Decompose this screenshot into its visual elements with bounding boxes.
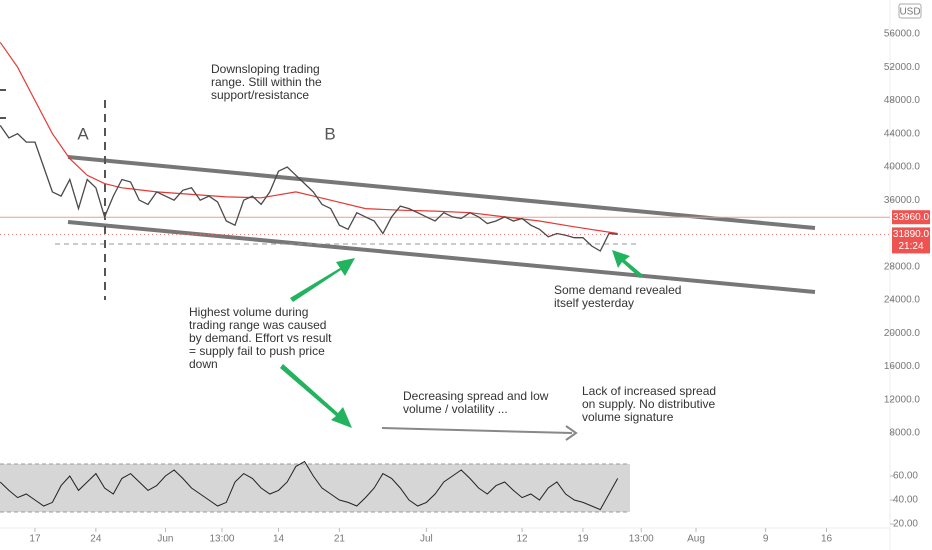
x-tick-label: Jun	[157, 534, 173, 545]
y-tick-label: 48000.0	[884, 95, 921, 106]
moving-average	[0, 41, 618, 235]
annotation: down	[189, 357, 218, 371]
y-tick-label: 12000.0	[884, 394, 921, 405]
currency-box	[898, 3, 922, 19]
arrow-head	[565, 425, 578, 441]
rsi-tick-label: 20.00	[893, 519, 918, 530]
y-tick-label: 16000.0	[884, 361, 921, 372]
green-arrow	[612, 250, 643, 278]
x-tick-label: 16	[821, 534, 833, 545]
annotation: trading range was caused	[189, 318, 326, 332]
x-tick-label: 13:00	[209, 534, 234, 545]
annotation: volume signature	[582, 410, 674, 424]
level-box	[892, 210, 930, 225]
annotation: = supply fail to push price	[189, 344, 325, 358]
y-tick-label: 56000.0	[884, 29, 921, 40]
x-tick-label: 12	[517, 534, 529, 545]
support-line	[67, 220, 816, 294]
x-tick-label: 9	[763, 534, 769, 545]
y-tick-label: 28000.0	[884, 261, 921, 272]
x-tick-label: Aug	[687, 534, 705, 545]
x-tick-label: 17	[29, 534, 41, 545]
last-price-label: 31890.0	[893, 229, 930, 240]
x-tick-label: 14	[273, 534, 285, 545]
y-tick-label: 44000.0	[884, 128, 921, 139]
rsi-tick-label: 60.00	[893, 471, 918, 482]
rsi-tick-label: 40.00	[893, 495, 918, 506]
x-tick-label: 13:00	[629, 534, 654, 545]
x-tick-label: 24	[90, 534, 102, 545]
annotation: range. Still within the	[211, 75, 322, 89]
annotation: Downsloping trading	[211, 62, 320, 76]
annotation: volume / volatility ...	[403, 402, 508, 416]
annotation: support/resistance	[211, 88, 309, 102]
annotation: Some demand revealed	[554, 283, 681, 297]
green-arrow	[280, 364, 352, 428]
annotation: on supply. No distributive	[582, 397, 716, 411]
x-tick-label: 19	[577, 534, 589, 545]
phase-label: B	[324, 124, 335, 143]
currency: USD	[899, 7, 920, 18]
rsi-band	[0, 464, 630, 512]
annotation: Lack of increased spread	[582, 384, 716, 398]
price-line	[0, 125, 618, 252]
y-tick-label: 8000.0	[889, 428, 920, 439]
resistance-line	[67, 155, 816, 230]
last-price-box	[892, 227, 930, 254]
level-label: 33960.0	[893, 212, 930, 223]
phase-label: A	[77, 124, 89, 143]
y-tick-label: 36000.0	[884, 195, 921, 206]
y-tick-label: 20000.0	[884, 328, 921, 339]
annotation: Highest volume during	[189, 305, 308, 319]
x-tick-label: 21	[334, 534, 346, 545]
arrow	[381, 427, 573, 434]
y-tick-label: 40000.0	[884, 162, 921, 173]
last-price-time: 21:24	[898, 241, 923, 252]
annotation: Decreasing spread and low	[403, 389, 549, 403]
rsi-line	[0, 460, 619, 511]
y-tick-label: 52000.0	[884, 62, 921, 73]
annotation: itself yesterday	[554, 296, 634, 310]
x-tick-label: Jul	[420, 534, 433, 545]
green-arrow	[290, 258, 355, 302]
y-tick-label: 24000.0	[884, 295, 921, 306]
annotation: by demand. Effort vs result	[189, 331, 332, 345]
